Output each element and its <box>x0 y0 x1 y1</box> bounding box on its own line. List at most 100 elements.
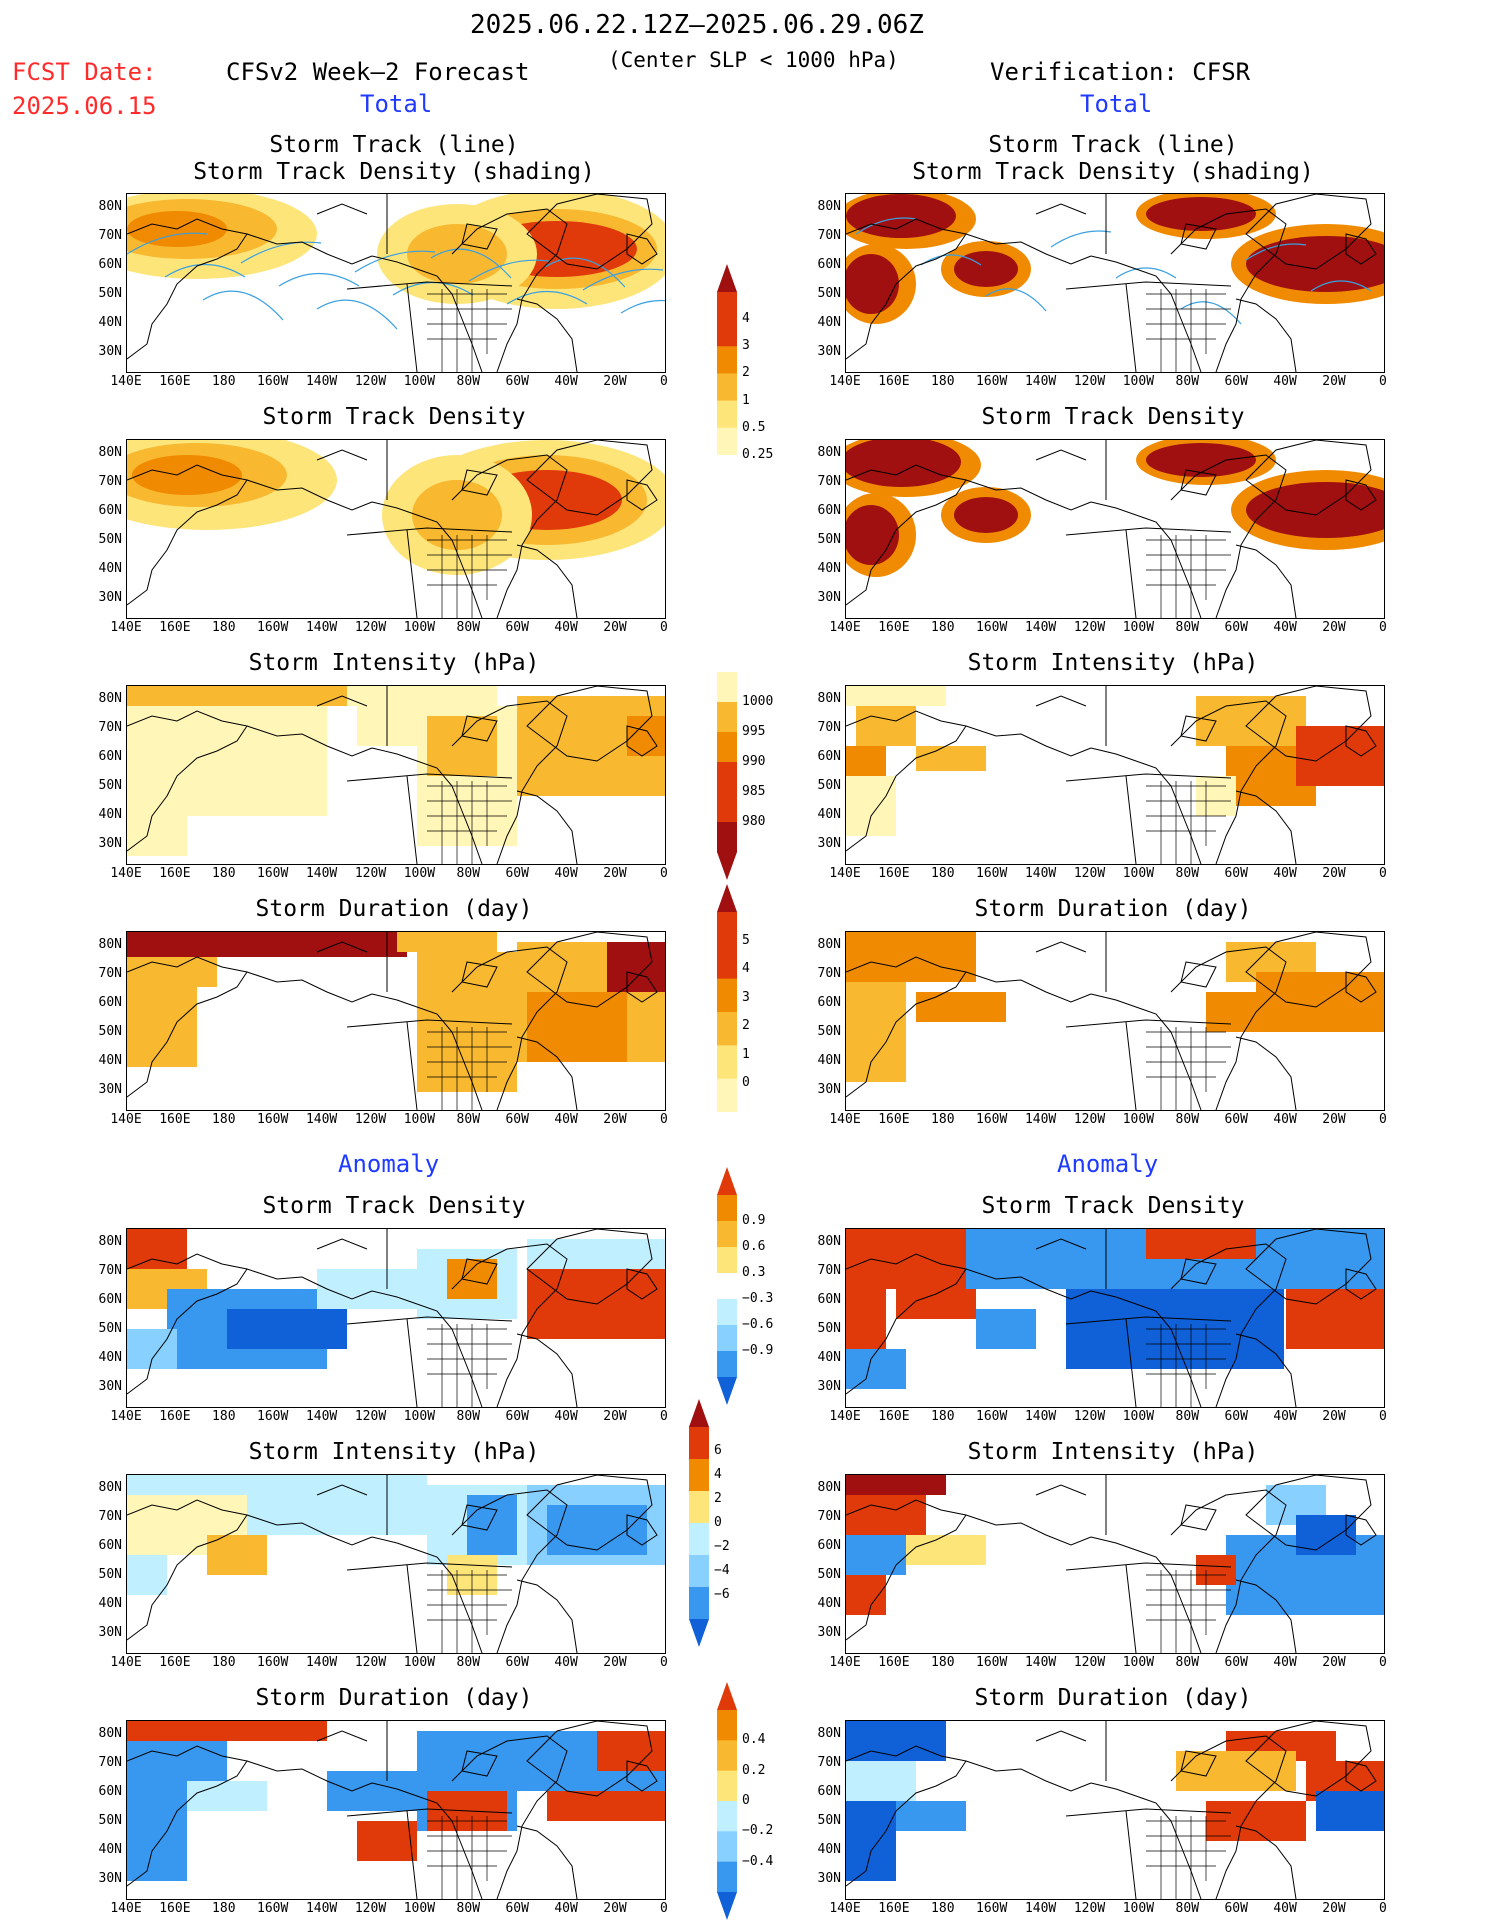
coastline <box>1245 440 1372 516</box>
lat-tick-label: 60N <box>98 1538 122 1553</box>
density-blob <box>132 455 242 495</box>
lon-tick-label: 0 <box>659 866 668 881</box>
lat-tick-label: 80N <box>817 1726 841 1741</box>
lat-tick-label: 80N <box>98 445 122 460</box>
lon-tick-label: 40W <box>554 1901 578 1916</box>
lon-tick-label: 100W <box>1122 1901 1155 1916</box>
lat-tick-label: 60N <box>817 1292 841 1307</box>
colorbar-tick-label: 5 <box>742 932 750 948</box>
colorbar-tick-label: −0.2 <box>742 1823 774 1839</box>
lat-tick-label: 50N <box>817 1024 841 1039</box>
colorbar-bottom-arrow <box>717 1892 737 1920</box>
coastline <box>406 1318 418 1407</box>
lon-tick-label: 40W <box>1273 1901 1297 1916</box>
map-panel-r5-verification <box>845 1228 1385 1408</box>
lat-tick-label: 70N <box>98 1755 122 1770</box>
colorbar-swatch <box>717 945 737 980</box>
lon-tick-label: 140E <box>110 866 142 881</box>
lon-tick-label: 140W <box>305 1112 338 1127</box>
lon-tick-label: 140E <box>829 374 861 389</box>
coastline <box>406 775 418 864</box>
colorbar-tick-label: −0.6 <box>742 1317 774 1332</box>
storm-track-line <box>316 299 398 330</box>
lon-tick-label: 180 <box>931 866 955 881</box>
map-panel-r4-verification <box>845 931 1385 1111</box>
lon-tick-label: 180 <box>931 1901 955 1916</box>
coastline <box>846 464 967 606</box>
colorbar-tick-label: 1 <box>742 1046 750 1062</box>
lat-tick-label: 40N <box>98 561 122 576</box>
shading-cell <box>597 1731 665 1771</box>
anomaly-label-right: Anomaly <box>1057 1150 1159 1178</box>
coastline <box>316 203 368 215</box>
shading-cell <box>846 776 896 836</box>
coastline <box>1170 946 1287 1110</box>
lon-tick-label: 80W <box>456 1409 481 1424</box>
colorbar-tick-label: 995 <box>742 724 766 739</box>
lat-tick-label: 80N <box>817 691 841 706</box>
coastline <box>965 479 1092 511</box>
coastline <box>1090 1290 1202 1407</box>
lat-tick-label: 80N <box>98 1726 122 1741</box>
lon-tick-label: 160W <box>257 1409 289 1424</box>
shading-cell <box>846 1801 896 1881</box>
lon-tick-label: 20W <box>603 1409 627 1424</box>
colorbar-bottom-arrow <box>689 1619 709 1647</box>
colorbar-intensity-anom <box>689 1399 709 1647</box>
lon-tick-label: 80W <box>1175 374 1200 389</box>
lon-tick-label: 0 <box>1378 1409 1387 1424</box>
panel-title-track-left: Storm Track (line) Storm Track Density (… <box>124 132 664 186</box>
lon-tick-label: 20W <box>603 374 627 389</box>
lat-tick-label: 80N <box>98 937 122 952</box>
coastline <box>965 725 1092 757</box>
total-label-right: Total <box>1080 90 1153 118</box>
colorbar-bottom-arrow <box>717 852 737 880</box>
coastline <box>965 1268 1092 1300</box>
lon-tick-label: 80W <box>1175 1901 1200 1916</box>
lat-tick-label: 40N <box>817 315 841 330</box>
colorbar-top-arrow <box>717 264 737 292</box>
lon-tick-label: 160W <box>257 1655 289 1670</box>
lat-tick-label: 80N <box>98 199 122 214</box>
colorbar-swatch <box>717 1710 737 1741</box>
shading-cell <box>1196 776 1236 816</box>
colorbar-tick-label: 980 <box>742 814 766 829</box>
lon-tick-label: 40W <box>1273 866 1297 881</box>
shading-cell <box>127 932 407 957</box>
coastline <box>626 233 658 265</box>
lat-tick-label: 80N <box>98 1480 122 1495</box>
lon-tick-label: 100W <box>1122 1655 1155 1670</box>
lat-tick-label: 60N <box>98 1784 122 1799</box>
coastline <box>1180 961 1217 988</box>
storm-track-line <box>620 299 665 314</box>
coastline <box>461 961 498 988</box>
lon-tick-label: 20W <box>1322 1409 1346 1424</box>
coastline <box>1125 1318 1137 1407</box>
coastline <box>1125 1810 1137 1899</box>
lon-tick-label: 40W <box>554 1409 578 1424</box>
lat-tick-label: 40N <box>817 561 841 576</box>
coastline <box>1180 469 1217 496</box>
lon-tick-label: 160W <box>257 620 289 635</box>
lon-tick-label: 140W <box>1024 866 1057 881</box>
lon-tick-label: 140W <box>305 1655 338 1670</box>
coastline <box>1035 1238 1087 1250</box>
lon-tick-label: 80W <box>1175 1655 1200 1670</box>
coastline <box>246 479 373 511</box>
colorbar-tick-label: −4 <box>714 1563 730 1578</box>
shading-cell <box>397 932 497 952</box>
coastline <box>346 1562 513 1571</box>
density-blob <box>954 251 1018 287</box>
lon-tick-label: 180 <box>931 1409 955 1424</box>
shading-cell <box>127 1781 187 1881</box>
coastline <box>1235 1579 1297 1653</box>
coastline <box>626 971 658 1003</box>
panel-title-duration-left: Storm Duration (day) <box>255 896 533 922</box>
coastline <box>1245 194 1372 270</box>
lat-tick-label: 40N <box>817 1842 841 1857</box>
coastline <box>1180 223 1217 250</box>
colorbar-tick-label: 985 <box>742 784 766 799</box>
coastline <box>316 1484 368 1496</box>
lon-tick-label: 160W <box>257 1112 289 1127</box>
coastline <box>1125 529 1137 618</box>
